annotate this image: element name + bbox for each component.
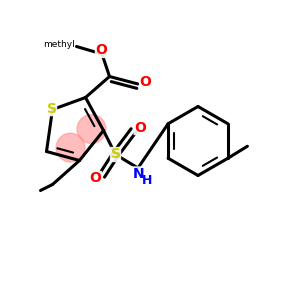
Text: N: N [133,167,144,181]
Text: O: O [134,121,146,134]
Text: S: S [110,148,121,161]
Circle shape [56,133,85,162]
Circle shape [77,115,106,143]
Text: O: O [95,44,107,57]
Text: methyl: methyl [43,40,75,49]
Text: O: O [89,172,101,185]
Text: S: S [46,102,57,116]
Text: O: O [140,76,152,89]
Text: H: H [142,173,152,187]
